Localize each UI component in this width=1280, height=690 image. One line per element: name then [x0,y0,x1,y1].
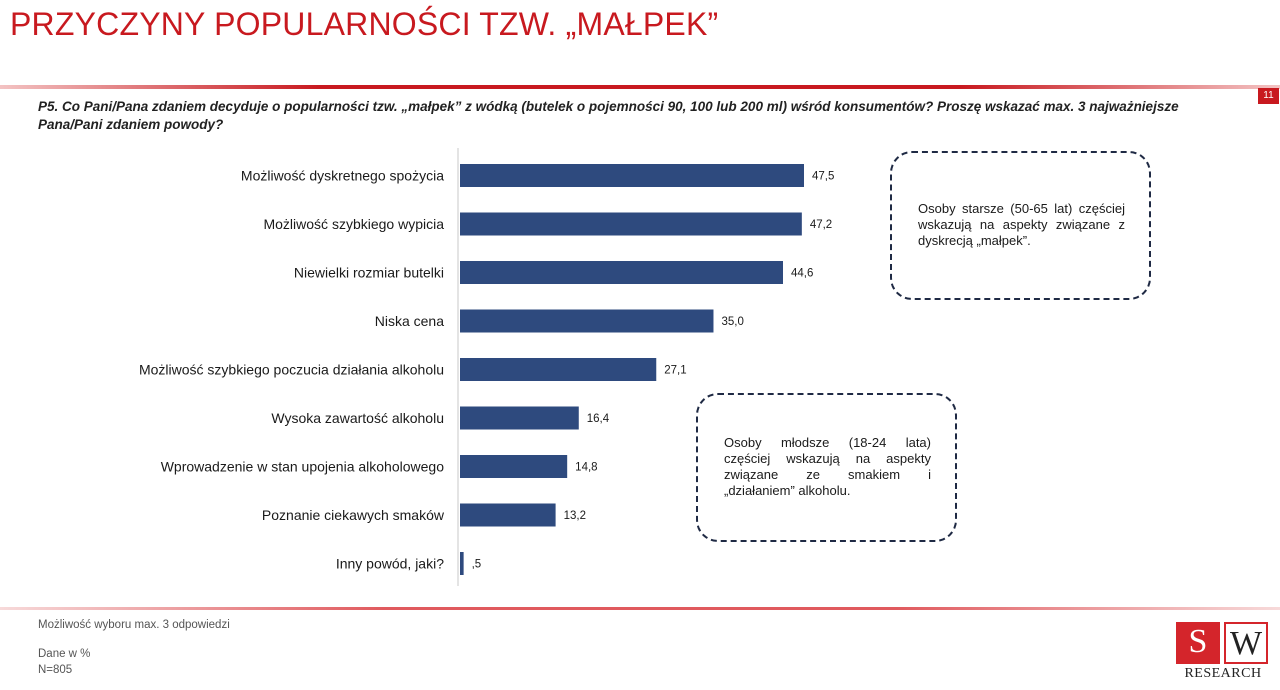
data-label: 47,5 [812,171,834,183]
bar [460,212,802,236]
logo-letter-w: W [1224,622,1268,664]
bar [460,261,783,284]
sw-research-logo: S W RESEARCH [1176,622,1270,682]
data-label: 47,2 [810,219,832,231]
survey-question: P5. Co Pani/Pana zdaniem decyduje o popu… [38,99,1179,132]
bar-chart: Możliwość dyskretnego spożycia 47,5 Możliw… [139,148,834,586]
logo-letter-s: S [1176,622,1220,664]
bar [460,164,804,187]
bar [460,406,579,430]
callout-text: Osoby starsze (50-65 lat) częściej wskaz… [918,201,1125,248]
category-label: Niewielki rozmiar butelki [294,265,444,281]
category-label: Inny powód, jaki? [336,556,444,572]
data-label: 35,0 [721,316,743,328]
page-number: 11 [1258,88,1279,104]
data-label: ,5 [472,559,482,571]
bar [460,455,568,478]
category-label: Możliwość szybkiego poczucia działania a… [139,362,444,378]
category-label: Poznanie ciekawych smaków [262,507,445,523]
data-label: 16,4 [587,413,610,425]
page-title: PRZYCZYNY POPULARNOŚCI TZW. „MAŁPEK” [10,6,719,42]
callout-text: Osoby młodsze (18-24 lata) częściej wska… [724,435,931,498]
footer-divider [0,607,1280,610]
footnote-sample-size: N=805 [38,664,73,676]
category-label: Niska cena [375,313,444,329]
data-label: 14,8 [575,462,597,474]
data-label: 27,1 [664,365,686,377]
category-label: Możliwość szybkiego wypicia [263,216,444,232]
category-label: Wprowadzenie w stan upojenia alkoholoweg… [161,459,445,475]
category-label: Wysoka zawartość alkoholu [271,410,444,426]
footnote-max-answers: Możliwość wyboru max. 3 odpowiedzi [38,619,230,631]
logo-wordmark: RESEARCH [1184,666,1262,681]
bar [460,358,657,381]
bar [460,503,556,527]
callout-older-respondents: Osoby starsze (50-65 lat) częściej wskaz… [890,151,1151,300]
footnote-unit: Dane w % [38,648,91,660]
bar [460,552,464,575]
header-divider [0,85,1280,89]
bar [460,309,714,333]
data-label: 13,2 [564,510,586,522]
callout-younger-respondents: Osoby młodsze (18-24 lata) częściej wska… [696,393,957,542]
data-label: 44,6 [791,268,813,280]
category-label: Możliwość dyskretnego spożycia [241,168,444,184]
